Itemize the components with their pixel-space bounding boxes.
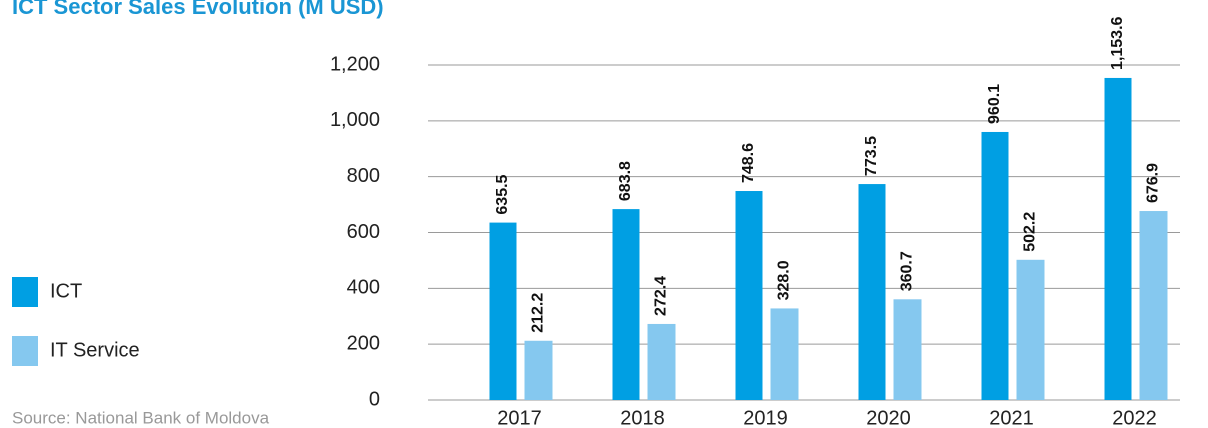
bar xyxy=(770,308,799,400)
x-tick-label: 2019 xyxy=(743,407,788,428)
value-label: 360.7 xyxy=(899,251,916,291)
bar xyxy=(858,184,886,400)
value-label: 683.8 xyxy=(617,161,634,201)
value-label: 1,153.6 xyxy=(1109,16,1126,69)
x-tick-label: 2018 xyxy=(620,407,665,428)
value-label: 635.5 xyxy=(494,174,511,214)
value-label: 773.5 xyxy=(863,136,880,176)
value-label: 676.9 xyxy=(1145,163,1162,203)
y-tick-label: 400 xyxy=(347,277,380,299)
legend-swatch xyxy=(12,336,38,366)
bar xyxy=(1016,259,1045,400)
y-tick-label: 800 xyxy=(347,165,380,187)
y-tick-label: 1,000 xyxy=(330,109,380,131)
chart-title: ICT Sector Sales Evolution (M USD) xyxy=(12,0,384,19)
x-tick-label: 2022 xyxy=(1112,407,1157,428)
y-tick-label: 600 xyxy=(347,221,380,243)
value-label: 272.4 xyxy=(653,276,670,316)
bar xyxy=(981,131,1009,400)
value-label: 960.1 xyxy=(986,84,1003,124)
bar xyxy=(489,222,517,400)
bar xyxy=(647,323,676,400)
value-label: 328.0 xyxy=(776,260,793,300)
y-tick-label: 0 xyxy=(369,388,380,410)
bar xyxy=(612,209,640,400)
bar xyxy=(1139,211,1168,400)
bar xyxy=(524,340,553,400)
value-label: 748.6 xyxy=(740,143,757,183)
bar xyxy=(1104,77,1132,400)
x-tick-label: 2017 xyxy=(497,407,542,428)
x-tick-label: 2020 xyxy=(866,407,911,428)
legend-label: IT Service xyxy=(50,339,140,361)
y-tick-label: 200 xyxy=(347,332,380,354)
bar xyxy=(893,299,922,400)
source-note: Source: National Bank of Moldova xyxy=(12,408,270,427)
legend-swatch xyxy=(12,277,38,307)
x-tick-label: 2021 xyxy=(989,407,1034,428)
value-label: 212.2 xyxy=(530,293,547,333)
bar xyxy=(735,191,763,400)
legend-label: ICT xyxy=(50,280,82,302)
y-tick-label: 1,200 xyxy=(330,53,380,75)
value-label: 502.2 xyxy=(1022,212,1039,252)
